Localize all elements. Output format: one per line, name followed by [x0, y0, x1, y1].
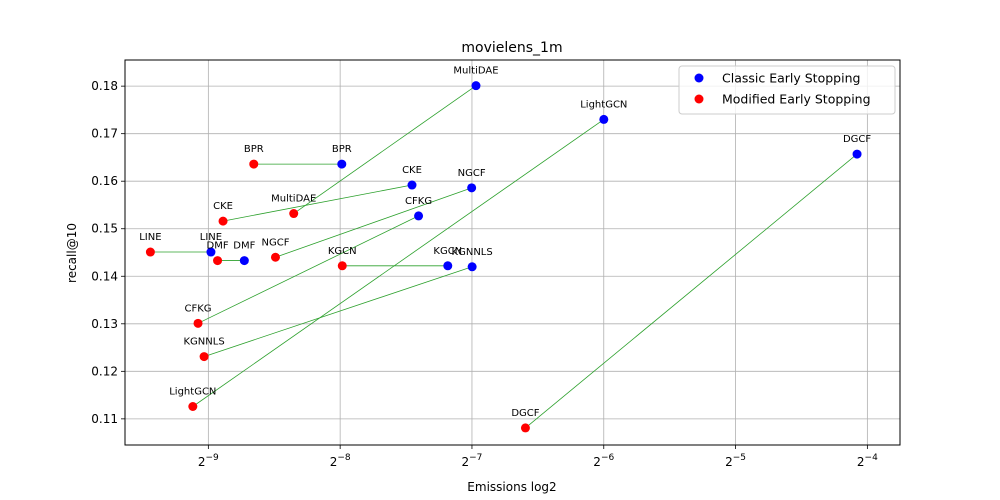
x-axis-ticks: 2−9 2−8 2−7 2−6 2−5 2−4: [198, 445, 878, 469]
point-label: DGCF: [511, 408, 539, 419]
point-label: DMF: [207, 241, 229, 252]
connection-line: [192, 119, 605, 407]
point-label: LightGCN: [169, 387, 216, 398]
legend: Classic Early Stopping Modified Early Sto…: [678, 65, 896, 115]
connection-lines: [150, 85, 858, 429]
classic-point: [467, 183, 477, 193]
point-label: CKE: [213, 201, 233, 212]
connection-line: [293, 85, 477, 214]
legend-frame: [678, 65, 896, 115]
point-label: BPR: [332, 144, 352, 155]
point-label: LINE: [139, 232, 161, 243]
grid-lines: [125, 60, 900, 445]
data-points: [145, 81, 862, 433]
classic-point: [337, 159, 347, 169]
point-label: CFKG: [185, 303, 212, 314]
modified-point: [218, 216, 228, 226]
point-label: MultiDAE: [271, 194, 316, 205]
connection-line: [203, 266, 473, 357]
connection-line: [222, 184, 413, 222]
connection-line: [275, 187, 472, 258]
modified-point: [145, 247, 155, 257]
modified-point: [520, 423, 530, 433]
y-tick-label: 0.17: [91, 127, 118, 141]
classic-point: [407, 180, 417, 190]
y-axis-ticks: 0.11 0.12 0.13 0.14 0.15 0.16 0.17 0.18: [91, 79, 125, 426]
x-tick-label: 2−9: [198, 453, 219, 469]
classic-point: [206, 247, 216, 257]
point-label: KGCN: [328, 246, 357, 257]
modified-point: [289, 209, 299, 219]
modified-point: [193, 318, 203, 328]
x-tick-label: 2−5: [725, 453, 746, 469]
modified-point: [199, 352, 209, 362]
x-tick-label: 2−8: [330, 453, 351, 469]
classic-point: [852, 149, 862, 159]
y-axis-label: recall@10: [65, 223, 79, 283]
chart-title: movielens_1m: [461, 40, 562, 56]
legend-marker: [694, 94, 704, 104]
point-label: MultiDAE: [453, 66, 498, 77]
point-label: KGNNLS: [184, 337, 225, 348]
classic-point: [471, 81, 481, 91]
y-tick-label: 0.12: [91, 364, 118, 378]
y-tick-label: 0.11: [91, 412, 118, 426]
modified-point: [270, 252, 280, 262]
point-label: DMF: [233, 241, 255, 252]
modified-point: [249, 159, 259, 169]
y-tick-label: 0.14: [91, 269, 118, 283]
point-label: LightGCN: [580, 99, 627, 110]
plot-area-frame: [124, 59, 901, 446]
point-label: CKE: [402, 165, 422, 176]
y-tick-label: 0.18: [91, 79, 118, 93]
classic-point: [467, 262, 477, 272]
legend-label: Modified Early Stopping: [722, 92, 871, 107]
connection-line: [525, 153, 858, 429]
x-tick-label: 2−4: [857, 453, 878, 469]
classic-point: [443, 261, 453, 271]
classic-point: [414, 211, 424, 221]
point-label: KGCN: [433, 246, 462, 257]
modified-point: [188, 402, 198, 411]
classic-point: [239, 256, 249, 266]
point-label: NGCF: [261, 237, 289, 248]
point-label: NGCF: [458, 168, 486, 179]
y-tick-label: 0.13: [91, 317, 118, 331]
point-label: KGNNLS: [452, 247, 493, 258]
point-label: BPR: [244, 144, 264, 155]
x-tick-label: 2−6: [593, 453, 614, 469]
y-tick-label: 0.15: [91, 222, 118, 236]
classic-point: [599, 114, 609, 124]
legend-marker: [694, 73, 704, 83]
point-label: LINE: [200, 232, 222, 243]
modified-point: [213, 256, 223, 266]
connection-line: [197, 215, 419, 324]
point-label: CFKG: [405, 196, 432, 207]
y-tick-label: 0.16: [91, 174, 118, 188]
point-label: DGCF: [843, 134, 871, 145]
x-axis-label: Emissions log2: [467, 480, 556, 494]
legend-label: Classic Early Stopping: [722, 71, 860, 86]
x-tick-label: 2−7: [461, 453, 482, 469]
modified-point: [337, 261, 347, 271]
